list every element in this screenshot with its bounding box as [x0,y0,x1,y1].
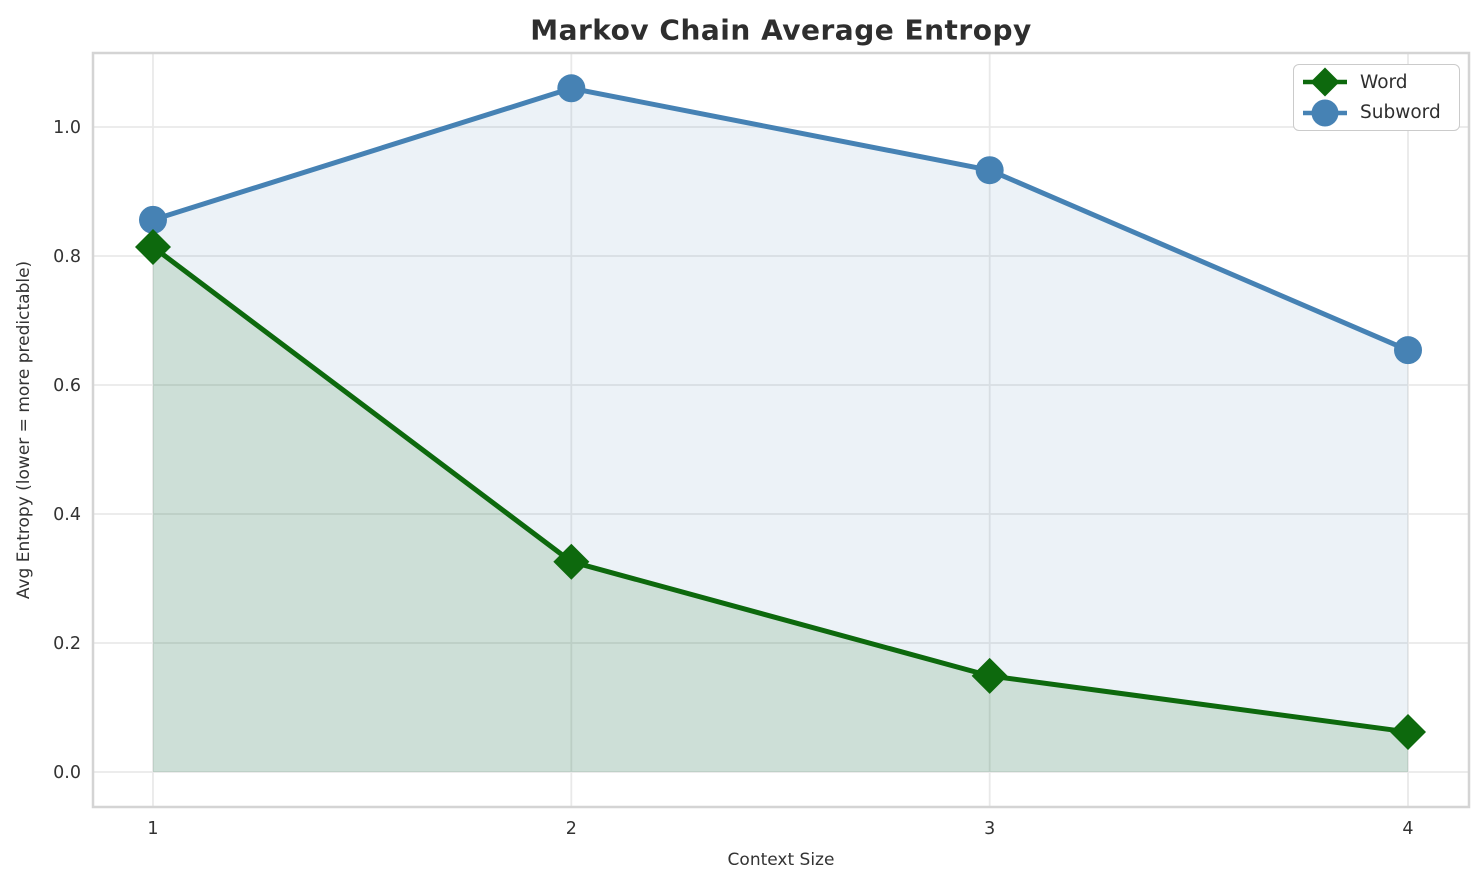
chart-title: Markov Chain Average Entropy [530,13,1032,47]
subword-marker-4 [1394,336,1423,365]
word-marker-2 [553,543,590,580]
word-area-fill [152,246,1409,772]
x-tick-label-4: 4 [1402,819,1413,839]
legend-item-word: Word [1300,67,1453,97]
y-tick-label-0.0: 0.0 [53,763,81,783]
x-tick-label-1: 1 [147,819,158,839]
word-line [150,244,1411,735]
legend-word-swatch-icon [1303,67,1347,97]
subword-marker-3 [975,156,1004,185]
x-tick-label-3: 3 [984,819,995,839]
word-marker-3 [971,657,1008,694]
x-tick-label-2: 2 [566,819,577,839]
y-tick-label-1.0: 1.0 [53,118,81,138]
y-tick-label-0.8: 0.8 [53,247,81,267]
legend-subword-swatch-icon [1303,99,1347,127]
plot-border [91,51,1471,809]
subword-marker-2 [557,74,586,103]
subword-line [150,85,1411,353]
legend: Word Subword [1293,64,1460,131]
legend-label-word: Word [1360,71,1408,93]
subword-area-fill [152,88,1409,772]
x-axis-label: Context Size [727,850,835,870]
subword-marker-1 [138,205,167,234]
legend-label-subword: Subword [1360,102,1441,124]
word-marker-4 [1390,713,1427,750]
legend-item-subword: Subword [1300,98,1453,128]
y-tick-label-0.6: 0.6 [53,376,81,396]
word-marker-1 [134,228,171,265]
y-tick-label-0.4: 0.4 [53,505,81,525]
y-tick-label-0.2: 0.2 [53,634,81,654]
